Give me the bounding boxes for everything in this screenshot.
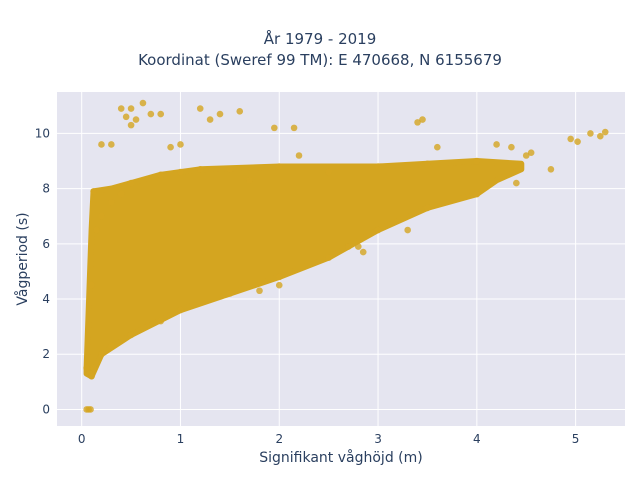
scatter-point <box>275 281 283 289</box>
scatter-point <box>275 163 283 170</box>
scatter-point <box>139 99 147 107</box>
scatter-point <box>83 364 90 372</box>
scatter-point <box>414 119 421 126</box>
scatter-point <box>90 364 97 372</box>
scatter-point <box>597 132 604 140</box>
scatter-point <box>226 165 234 173</box>
scatter-point <box>587 130 594 137</box>
scatter-point <box>404 226 411 234</box>
y-tick-label: 0 <box>42 402 50 416</box>
scatter-point <box>108 342 115 350</box>
scatter-point <box>157 110 165 118</box>
scatter-point <box>256 287 263 295</box>
x-tick-label: 4 <box>473 432 481 446</box>
scatter-point <box>87 406 94 413</box>
scatter-point <box>493 141 500 148</box>
scatter-point <box>127 179 135 187</box>
scatter-point <box>547 165 555 173</box>
scatter-point <box>127 331 135 339</box>
scatter-point <box>167 143 174 151</box>
scatter-point <box>325 254 332 261</box>
scatter-point <box>157 317 165 325</box>
scatter-point <box>177 141 184 148</box>
x-tick-label: 5 <box>572 432 580 446</box>
scatter-point <box>522 152 530 159</box>
scatter-point <box>246 177 253 184</box>
scatter-point <box>473 190 481 198</box>
density-cloud <box>83 158 525 380</box>
y-axis-label: Vågperiod (s) <box>14 212 31 305</box>
y-tick-label: 8 <box>42 182 50 196</box>
scatter-point <box>359 248 367 256</box>
scatter-point <box>98 350 105 358</box>
scatter-point <box>196 105 204 112</box>
scatter-point <box>325 168 332 176</box>
y-tick-label: 6 <box>42 237 50 251</box>
scatter-point <box>177 168 184 176</box>
scatter-point <box>147 110 155 118</box>
scatter-point <box>98 141 105 148</box>
scatter-point <box>574 138 581 145</box>
scatter-point <box>236 108 244 115</box>
scatter-point <box>419 116 426 123</box>
scatter-point <box>508 143 515 151</box>
y-tick-label: 2 <box>42 347 50 361</box>
points-layer <box>83 99 609 413</box>
dense-point-cloud <box>83 158 525 380</box>
scatter-point <box>157 171 165 179</box>
scatter-point <box>122 113 130 121</box>
scatter-point <box>177 306 184 314</box>
scatter-point <box>567 135 574 143</box>
chart-title-line-1: År 1979 - 2019 <box>263 30 377 48</box>
scatter-point <box>88 281 95 289</box>
scatter-point <box>513 179 520 187</box>
scatter-point <box>108 141 115 148</box>
scatter-point <box>374 226 382 234</box>
scatter-point <box>196 165 204 173</box>
scatter-point <box>527 149 535 157</box>
scatter-point <box>290 124 298 132</box>
x-tick-label: 3 <box>374 432 382 446</box>
scatter-point <box>90 188 97 195</box>
scatter-point <box>424 160 431 168</box>
scatter-point <box>345 243 352 250</box>
scatter-point <box>132 116 140 123</box>
scatter-point <box>108 199 115 206</box>
scatter-point <box>127 105 135 112</box>
x-tick-label: 2 <box>275 432 283 446</box>
scatter-point <box>127 121 135 129</box>
scatter-point <box>226 290 234 297</box>
scatter-point <box>601 128 609 136</box>
y-tick-label: 4 <box>42 292 50 306</box>
scatter-point <box>206 116 214 123</box>
scatter-point <box>374 163 382 170</box>
x-tick-label: 1 <box>177 432 185 446</box>
x-tick-label: 0 <box>78 432 86 446</box>
chart-title-line-2: Koordinat (Sweref 99 TM): E 470668, N 61… <box>138 51 502 69</box>
scatter-point <box>424 204 431 212</box>
scatter-point <box>275 273 283 281</box>
x-axis-label: Signifikant våghöjd (m) <box>259 449 422 466</box>
scatter-point <box>295 152 303 159</box>
scatter-point <box>434 143 441 151</box>
tick-layer: 0 1 2 3 4 5 0 2 4 6 8 10 <box>35 126 580 446</box>
scatter-point <box>473 157 481 165</box>
scatter-point <box>98 212 105 220</box>
scatter-point <box>117 190 125 198</box>
y-tick-label: 10 <box>35 126 50 140</box>
scatter-point <box>271 124 278 132</box>
scatter-point <box>88 373 95 380</box>
scatter-point <box>354 243 362 250</box>
scatter-point <box>117 105 125 112</box>
scatter-point <box>93 226 100 234</box>
scatter-point <box>216 110 224 118</box>
